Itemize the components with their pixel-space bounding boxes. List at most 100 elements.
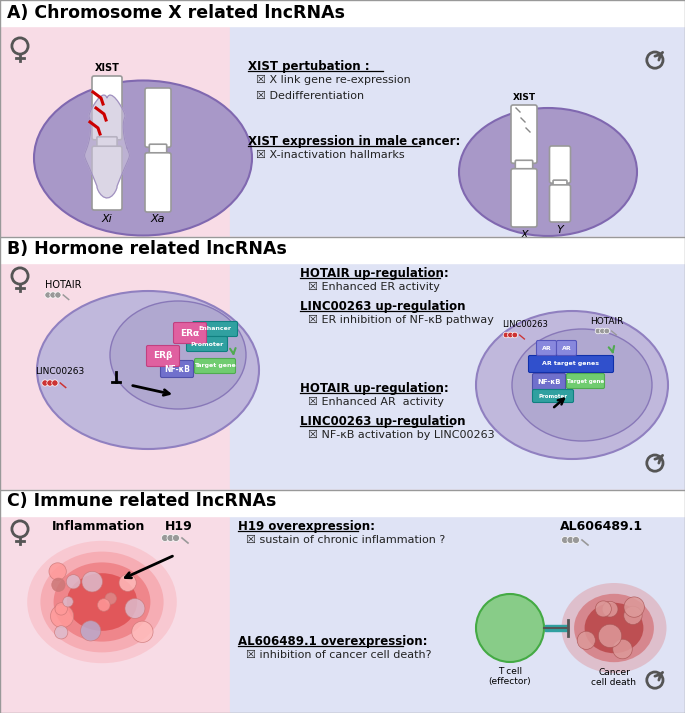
Text: ☒ Dedifferentiation: ☒ Dedifferentiation — [256, 91, 364, 101]
FancyBboxPatch shape — [566, 374, 604, 389]
FancyBboxPatch shape — [529, 356, 614, 372]
Circle shape — [508, 332, 513, 338]
Circle shape — [105, 593, 116, 604]
Polygon shape — [0, 26, 230, 237]
Circle shape — [81, 621, 101, 641]
FancyBboxPatch shape — [515, 160, 533, 172]
Circle shape — [45, 292, 51, 298]
Text: Y: Y — [557, 225, 563, 235]
FancyBboxPatch shape — [97, 137, 117, 149]
Polygon shape — [545, 625, 568, 631]
Polygon shape — [0, 516, 230, 713]
Text: XIST expression in male cancer:: XIST expression in male cancer: — [248, 135, 460, 148]
Circle shape — [599, 328, 606, 334]
Circle shape — [624, 606, 642, 625]
Text: XIST pertubation :: XIST pertubation : — [248, 60, 370, 73]
Text: HOTAIR up-regulation:: HOTAIR up-regulation: — [300, 267, 449, 280]
Text: AL606489.1 overexpression:: AL606489.1 overexpression: — [238, 635, 427, 648]
Text: LINC00263: LINC00263 — [502, 320, 548, 329]
Ellipse shape — [512, 329, 652, 441]
FancyBboxPatch shape — [532, 389, 573, 403]
Polygon shape — [0, 263, 230, 490]
Circle shape — [55, 626, 68, 639]
Circle shape — [173, 535, 179, 541]
Circle shape — [50, 292, 56, 298]
FancyBboxPatch shape — [147, 346, 179, 366]
Circle shape — [573, 536, 580, 543]
Circle shape — [49, 563, 66, 580]
Ellipse shape — [53, 563, 151, 642]
Polygon shape — [0, 0, 685, 26]
Ellipse shape — [67, 573, 137, 631]
Circle shape — [604, 328, 610, 334]
FancyBboxPatch shape — [160, 361, 193, 377]
Text: NF-κB: NF-κB — [537, 379, 561, 385]
FancyBboxPatch shape — [532, 374, 566, 391]
Circle shape — [125, 598, 145, 618]
Circle shape — [97, 599, 110, 611]
FancyBboxPatch shape — [556, 341, 577, 356]
Text: NF-κB: NF-κB — [164, 364, 190, 374]
FancyBboxPatch shape — [173, 322, 206, 344]
FancyBboxPatch shape — [549, 185, 571, 222]
Text: Cancer
cell death: Cancer cell death — [592, 668, 636, 687]
FancyBboxPatch shape — [192, 322, 238, 337]
Ellipse shape — [34, 81, 252, 235]
Text: XIST: XIST — [95, 63, 119, 73]
Circle shape — [162, 535, 169, 541]
Circle shape — [63, 597, 73, 607]
FancyBboxPatch shape — [536, 341, 556, 356]
Circle shape — [82, 571, 103, 592]
Polygon shape — [0, 490, 685, 516]
Polygon shape — [230, 516, 685, 713]
Text: Xi: Xi — [101, 214, 112, 224]
Text: XIST: XIST — [512, 93, 536, 102]
Ellipse shape — [40, 552, 164, 652]
Text: ☒ X-inactivation hallmarks: ☒ X-inactivation hallmarks — [256, 150, 405, 160]
Ellipse shape — [459, 108, 637, 236]
Circle shape — [42, 380, 48, 386]
Text: LINC00263: LINC00263 — [35, 367, 84, 376]
Text: Enhancer: Enhancer — [199, 327, 232, 332]
Circle shape — [624, 597, 645, 617]
Ellipse shape — [110, 301, 246, 409]
Circle shape — [595, 328, 601, 334]
Circle shape — [577, 631, 595, 650]
Text: H19: H19 — [165, 520, 192, 533]
Text: Promoter: Promoter — [538, 394, 567, 399]
FancyBboxPatch shape — [145, 88, 171, 147]
Text: ☒ ER inhibition of NF-κB pathway: ☒ ER inhibition of NF-κB pathway — [308, 315, 494, 325]
Ellipse shape — [476, 311, 668, 459]
Polygon shape — [0, 237, 685, 490]
Ellipse shape — [37, 291, 259, 449]
Circle shape — [503, 332, 509, 338]
Text: ERα: ERα — [180, 329, 199, 337]
Circle shape — [602, 601, 618, 617]
Text: Target gene: Target gene — [567, 379, 604, 384]
Circle shape — [613, 640, 632, 659]
FancyBboxPatch shape — [549, 146, 571, 183]
Text: ☒ X link gene re-expression: ☒ X link gene re-expression — [256, 75, 411, 85]
Text: H19 overexpression:: H19 overexpression: — [238, 520, 375, 533]
Text: AR target genes: AR target genes — [543, 361, 599, 366]
Text: B) Hormone related lncRNAs: B) Hormone related lncRNAs — [7, 240, 287, 258]
FancyBboxPatch shape — [511, 105, 537, 163]
Circle shape — [512, 332, 518, 338]
Text: Target gene: Target gene — [194, 364, 236, 369]
Circle shape — [52, 380, 58, 386]
Circle shape — [55, 602, 67, 615]
Circle shape — [66, 575, 81, 589]
Circle shape — [119, 574, 136, 591]
Polygon shape — [230, 26, 685, 237]
FancyBboxPatch shape — [511, 169, 537, 227]
Text: HOTAIR up-regulation:: HOTAIR up-regulation: — [300, 382, 449, 395]
Text: HOTAIR: HOTAIR — [590, 317, 623, 326]
Text: LINC00263 up-regulation: LINC00263 up-regulation — [300, 300, 466, 313]
Polygon shape — [0, 0, 685, 237]
Text: AR: AR — [562, 346, 571, 351]
Circle shape — [132, 621, 153, 642]
Text: Inflammation: Inflammation — [52, 520, 145, 533]
Polygon shape — [230, 263, 685, 490]
Text: T cell
(effector): T cell (effector) — [488, 667, 532, 687]
Text: AL606489.1: AL606489.1 — [560, 520, 643, 533]
